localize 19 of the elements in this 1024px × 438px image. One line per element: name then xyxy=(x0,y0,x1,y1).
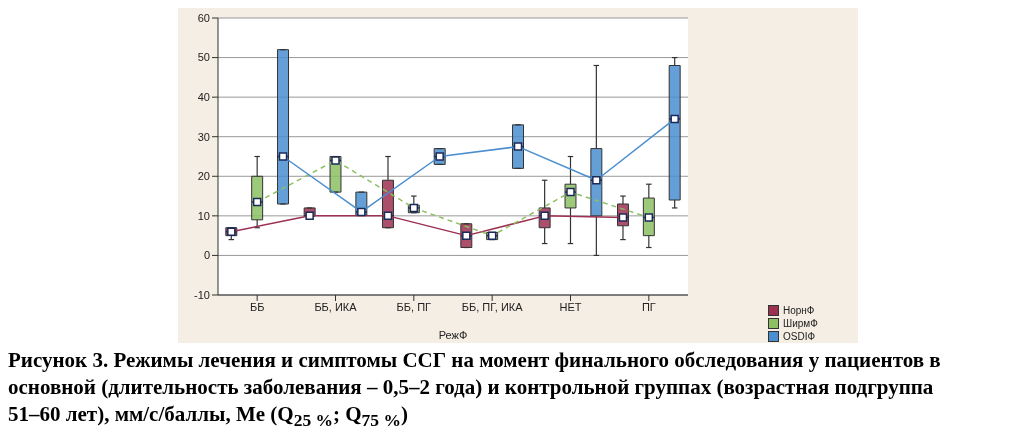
y-tick-label: 20 xyxy=(197,170,210,183)
y-tick-label: 30 xyxy=(197,130,210,143)
x-tick-label: ПГ xyxy=(641,300,656,313)
y-tick-label: 50 xyxy=(197,51,210,64)
x-tick-label: ББ, ПГ xyxy=(396,300,432,313)
y-tick-label: 0 xyxy=(203,249,210,262)
y-tick-label: 60 xyxy=(197,11,210,24)
x-tick-label: ББ, ИКА xyxy=(314,300,358,313)
x-tick-label: ББ, ПГ, ИКА xyxy=(461,300,524,313)
legend-label: ШирмФ xyxy=(783,317,818,330)
y-tick-label: -10 xyxy=(194,288,210,301)
legend-label: НорнФ xyxy=(783,304,815,317)
y-tick-label: 40 xyxy=(197,91,210,104)
text: Рисунок 3. Режимы лечения и симптомы ССГ на момент финального обследования у пациентов в основной (длительность заболевания – 0,5–2 года) и контрольной группах (возрастная подгруппа 51–60 лет), мм/с/баллы, Me (Q$_{25 %}$; Q$_{75 %}$) xyxy=(8,347,942,433)
y-tick-label: 10 xyxy=(197,209,210,222)
x-axis-title: РежФ xyxy=(438,329,468,341)
x-tick-label: НЕТ xyxy=(559,300,582,313)
legend-label: OSDIФ xyxy=(783,330,816,343)
x-tick-label: ББ xyxy=(249,300,265,313)
